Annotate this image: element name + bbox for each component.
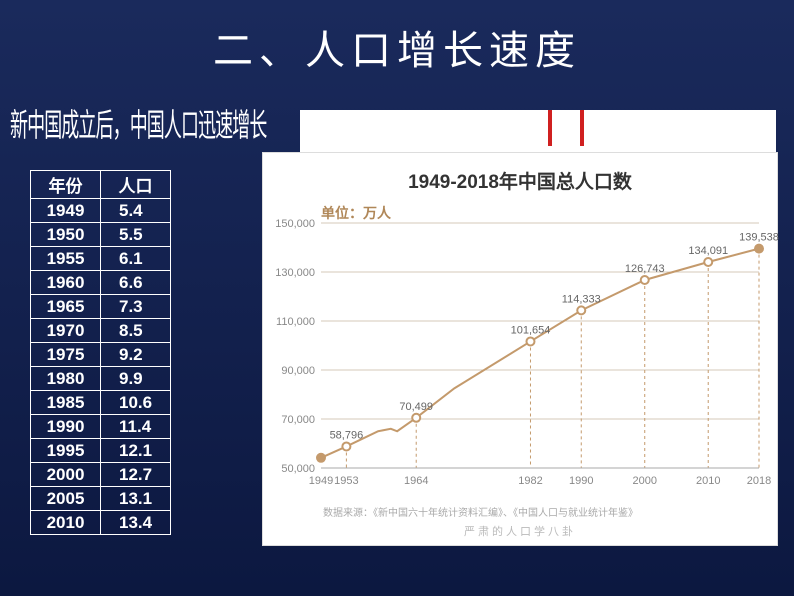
cell-year: 1960	[31, 271, 101, 295]
chart-source: 数据来源：《新中国六十年统计资料汇编》、《中国人口与就业统计年鉴》	[323, 504, 638, 519]
cell-pop: 9.9	[101, 367, 171, 391]
cell-pop: 12.7	[101, 463, 171, 487]
table-row: 19495.4	[31, 199, 171, 223]
cell-pop: 10.6	[101, 391, 171, 415]
slide-title: 二、人口增长速度	[0, 0, 794, 76]
svg-text:1953: 1953	[334, 475, 358, 487]
table-row: 200012.7	[31, 463, 171, 487]
svg-text:134,091: 134,091	[688, 245, 728, 257]
table-row: 19505.5	[31, 223, 171, 247]
cell-year: 1965	[31, 295, 101, 319]
table-row: 201013.4	[31, 511, 171, 535]
cell-pop: 13.1	[101, 487, 171, 511]
line-chart: 50,000 70,000 90,000 110,000 130,000 150,000 1…	[263, 213, 779, 503]
svg-text:1964: 1964	[404, 475, 428, 487]
table-row: 19606.6	[31, 271, 171, 295]
red-marker-1	[548, 110, 552, 146]
table-row: 19556.1	[31, 247, 171, 271]
table-row: 200513.1	[31, 487, 171, 511]
svg-text:58,796: 58,796	[330, 429, 364, 441]
table-row: 19708.5	[31, 319, 171, 343]
svg-text:2018: 2018	[747, 475, 771, 487]
cell-pop: 12.1	[101, 439, 171, 463]
cell-pop: 6.6	[101, 271, 171, 295]
cell-year: 1955	[31, 247, 101, 271]
svg-text:1949: 1949	[309, 475, 333, 487]
table-header-year: 年份	[31, 171, 101, 199]
cell-year: 2000	[31, 463, 101, 487]
svg-text:70,499: 70,499	[399, 401, 433, 413]
svg-text:110,000: 110,000	[276, 316, 315, 328]
svg-text:101,654: 101,654	[511, 324, 551, 336]
svg-text:50,000: 50,000	[281, 463, 315, 475]
cell-pop: 5.4	[101, 199, 171, 223]
table-row: 199512.1	[31, 439, 171, 463]
cell-year: 1990	[31, 415, 101, 439]
svg-text:114,333: 114,333	[562, 293, 601, 305]
cell-year: 2010	[31, 511, 101, 535]
cell-year: 1950	[31, 223, 101, 247]
svg-text:1982: 1982	[518, 475, 542, 487]
svg-text:2010: 2010	[696, 475, 720, 487]
cell-year: 1985	[31, 391, 101, 415]
cell-pop: 13.4	[101, 511, 171, 535]
red-marker-2	[580, 110, 584, 146]
chart-footer: 严肃的人口学八卦	[263, 523, 777, 539]
svg-text:150,000: 150,000	[275, 218, 315, 230]
svg-text:126,743: 126,743	[625, 263, 665, 275]
cell-year: 1949	[31, 199, 101, 223]
cell-pop: 9.2	[101, 343, 171, 367]
table-row: 198510.6	[31, 391, 171, 415]
table-header-pop: 人口	[101, 171, 171, 199]
cell-year: 1995	[31, 439, 101, 463]
cell-year: 1980	[31, 367, 101, 391]
svg-text:90,000: 90,000	[281, 365, 315, 377]
cell-year: 2005	[31, 487, 101, 511]
svg-text:139,538: 139,538	[739, 232, 779, 244]
cell-pop: 6.1	[101, 247, 171, 271]
chart-panel: 1949-2018年中国总人口数 单位：万人 50,00070,00090,00…	[262, 152, 778, 546]
svg-text:70,000: 70,000	[281, 414, 315, 426]
table-row: 19657.3	[31, 295, 171, 319]
cell-pop: 11.4	[101, 415, 171, 439]
chart-title: 1949-2018年中国总人口数	[263, 153, 777, 202]
cell-pop: 8.5	[101, 319, 171, 343]
cell-year: 1975	[31, 343, 101, 367]
svg-text:130,000: 130,000	[275, 267, 315, 279]
slide-subtitle: 新中国成立后，中国人口迅速增长	[10, 99, 267, 145]
svg-text:2000: 2000	[632, 475, 656, 487]
table-row: 199011.4	[31, 415, 171, 439]
table-row: 19759.2	[31, 343, 171, 367]
cell-pop: 7.3	[101, 295, 171, 319]
svg-text:1990: 1990	[569, 475, 593, 487]
axis-hint-value: 14	[310, 131, 324, 146]
cell-year: 1970	[31, 319, 101, 343]
cell-pop: 5.5	[101, 223, 171, 247]
population-table: 年份 人口 19495.419505.519556.119606.619657.…	[30, 170, 171, 535]
table-row: 19809.9	[31, 367, 171, 391]
